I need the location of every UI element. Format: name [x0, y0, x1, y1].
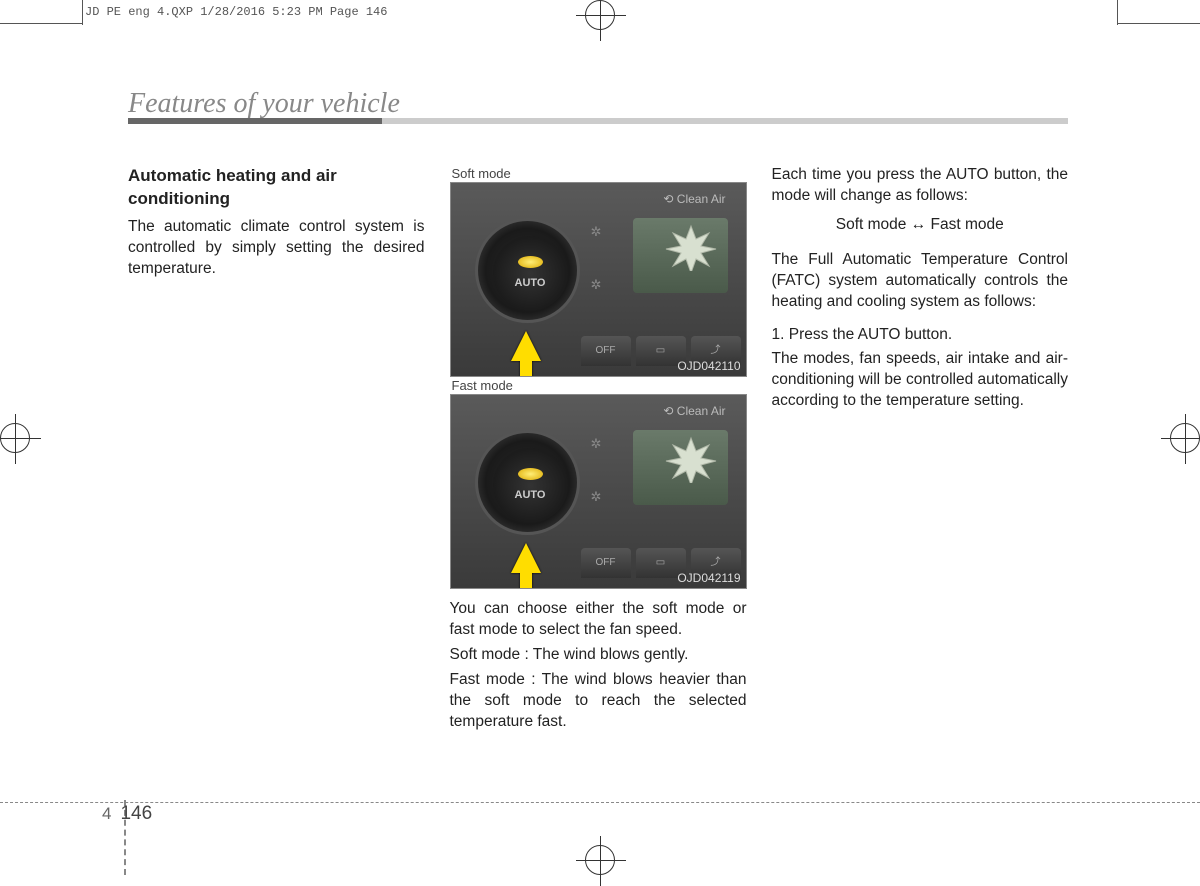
title-underline — [128, 118, 1068, 124]
arrow-up-icon — [511, 331, 541, 361]
content-area: Automatic heating and air conditioning T… — [128, 165, 1068, 737]
body-text: The automatic climate control system is … — [128, 217, 425, 280]
crop-mark — [82, 0, 83, 25]
figure-ref: OJD042110 — [677, 358, 740, 374]
dial-face: AUTO — [493, 236, 568, 311]
auto-dial: AUTO — [475, 218, 580, 323]
clean-air-label: ⟲ Clean Air — [663, 403, 725, 419]
indicator-light-icon — [518, 256, 543, 268]
body-text: The modes, fan speeds, air intake and ai… — [772, 349, 1069, 412]
page-num-value: 146 — [116, 803, 152, 825]
section-heading: Automatic heating and air conditioning — [128, 165, 425, 211]
climate-panel-image: ⟲ Clean Air AUTO ✲✲ OFF ▭ ⤴ — [450, 182, 747, 377]
print-header: JD PE eng 4.QXP 1/28/2016 5:23 PM Page 1… — [85, 5, 387, 19]
crop-mark — [0, 23, 82, 24]
clean-air-label: ⟲ Clean Air — [663, 191, 725, 207]
body-text: Fast mode : The wind blows heavier than … — [450, 670, 747, 733]
mode-toggle-text: Soft mode ↔ Fast mode — [772, 215, 1069, 236]
figure-fast-mode: Fast mode ⟲ Clean Air AUTO ✲✲ OFF ▭ — [450, 394, 747, 589]
registration-mark-icon — [585, 845, 615, 875]
figure-ref: OJD042119 — [677, 570, 740, 586]
figure-soft-mode: Soft mode ⟲ Clean Air AUTO ✲✲ OFF ▭ — [450, 182, 747, 377]
step-text: 1. Press the AUTO button. — [772, 325, 1069, 346]
fan-icon: ✲✲ — [591, 435, 602, 505]
dial-label: AUTO — [515, 488, 546, 503]
chapter-number: 4 — [102, 804, 111, 823]
registration-mark-icon — [0, 423, 30, 453]
column-3: Each time you press the AUTO button, the… — [772, 165, 1069, 737]
off-button: OFF — [581, 548, 631, 578]
off-button: OFF — [581, 336, 631, 366]
body-text: The Full Automatic Temperature Control (… — [772, 250, 1069, 313]
auto-dial: AUTO — [475, 430, 580, 535]
arrow-up-icon — [511, 543, 541, 573]
column-2: Soft mode ⟲ Clean Air AUTO ✲✲ OFF ▭ — [450, 165, 747, 737]
figure-label: Soft mode — [452, 165, 511, 183]
body-text: Each time you press the AUTO button, the… — [772, 165, 1069, 207]
burst-icon — [661, 221, 721, 271]
burst-icon — [661, 433, 721, 483]
chapter-title: Features of your vehicle — [128, 88, 400, 120]
crop-mark — [1117, 0, 1118, 25]
dial-label: AUTO — [515, 276, 546, 291]
body-text: Soft mode : The wind blows gently. — [450, 645, 747, 666]
indicator-light-icon — [518, 468, 543, 480]
registration-mark-icon — [585, 0, 615, 30]
dial-face: AUTO — [493, 448, 568, 523]
figure-label: Fast mode — [452, 377, 513, 395]
page-number: 4 146 — [102, 803, 152, 825]
column-1: Automatic heating and air conditioning T… — [128, 165, 425, 737]
registration-mark-icon — [1170, 423, 1200, 453]
climate-panel-image: ⟲ Clean Air AUTO ✲✲ OFF ▭ ⤴ — [450, 394, 747, 589]
footer-line — [0, 802, 1200, 803]
body-text: You can choose either the soft mode or f… — [450, 599, 747, 641]
fan-icon: ✲✲ — [591, 223, 602, 293]
crop-mark — [1118, 23, 1200, 24]
